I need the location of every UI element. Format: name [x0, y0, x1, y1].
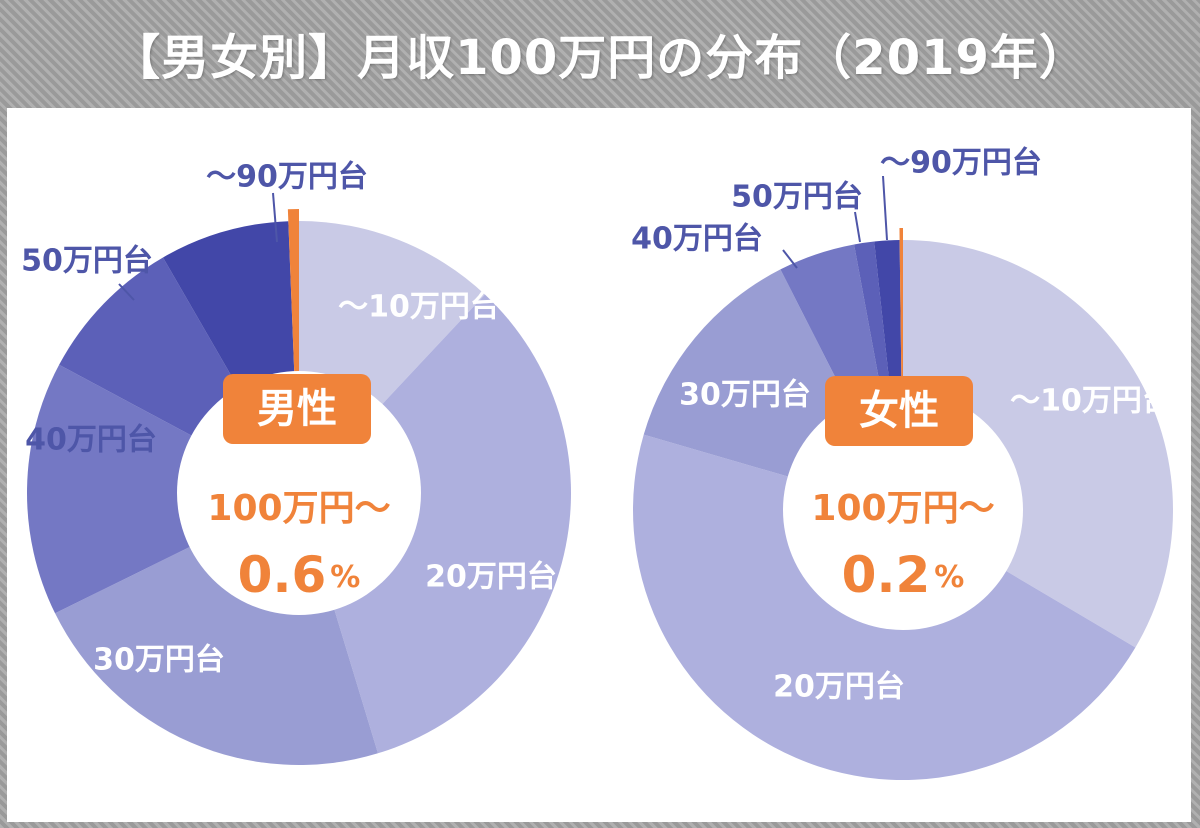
slice-label: 〜10万円台	[1010, 384, 1172, 419]
label-leader-line	[782, 249, 798, 269]
slice-label: 50万円台	[21, 244, 153, 279]
center-percentage-value: 0.6	[238, 546, 327, 604]
chart-panel: 〜10万円台 20万円台 30万円台 40万円台 50万円台 〜90万円台 男性 100万円〜…	[7, 108, 1191, 822]
label-leader-line	[854, 211, 861, 243]
slice-label: 20万円台	[773, 670, 905, 705]
center-percentage: 0.2%	[842, 546, 965, 604]
center-label: 100万円〜	[207, 488, 390, 529]
slice-label: 30万円台	[93, 643, 225, 678]
slice-label: 30万円台	[679, 378, 811, 413]
label-leader-line	[272, 192, 278, 243]
pie-center-hole	[783, 390, 1023, 630]
center-percentage-value: 0.2	[842, 546, 931, 604]
slice-label: 〜90万円台	[206, 160, 368, 195]
slice-label: 40万円台	[631, 222, 763, 257]
gender-badge-label: 男性	[257, 386, 337, 432]
slice-label: 20万円台	[425, 560, 557, 595]
label-leader-line	[118, 283, 135, 301]
chart-title: 【男女別】月収100万円の分布（2019年）	[112, 30, 1088, 86]
label-leader-line	[882, 175, 888, 241]
center-percentage: 0.6%	[238, 546, 361, 604]
pie-slice	[299, 294, 572, 754]
slice-label: 40万円台	[25, 423, 157, 458]
gender-badge	[223, 374, 371, 444]
pie-slice	[27, 364, 300, 614]
center-percentage-unit: %	[934, 560, 964, 595]
center-percentage-unit: %	[330, 560, 360, 595]
pie-charts: 〜10万円台20万円台30万円台40万円台50万円台〜90万円台男性100万円〜…	[21, 146, 1173, 781]
slice-label: 50万円台	[731, 180, 863, 215]
slice-label: 〜10万円台	[338, 290, 500, 325]
gender-badge-label: 女性	[859, 388, 939, 434]
slice-label: 〜90万円台	[880, 146, 1042, 181]
center-label: 100万円〜	[811, 488, 994, 529]
gender-badge	[825, 376, 973, 446]
